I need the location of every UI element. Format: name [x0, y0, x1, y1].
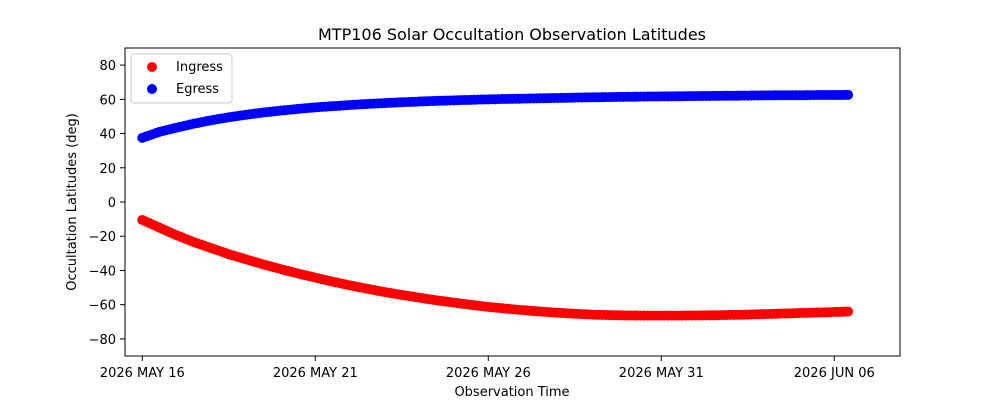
data-point: [843, 89, 854, 100]
x-tick-label: 2026 MAY 16: [100, 366, 185, 381]
data-point: [843, 306, 854, 317]
x-tick-label: 2026 MAY 21: [273, 366, 358, 381]
legend-label-ingress: Ingress: [176, 60, 223, 75]
x-axis-label: Observation Time: [454, 385, 569, 400]
y-tick-label: 20: [99, 162, 116, 177]
legend-label-egress: Egress: [176, 82, 219, 97]
y-tick-label: 80: [99, 59, 116, 74]
x-tick-label: 2026 JUN 06: [794, 366, 875, 381]
y-tick-label: −80: [89, 333, 116, 348]
y-tick-label: −20: [89, 230, 116, 245]
series-egress: [137, 89, 854, 143]
y-tick-label: 40: [99, 128, 116, 143]
y-axis-label: Occultation Latitudes (deg): [65, 113, 80, 291]
points-layer: [137, 89, 854, 321]
legend-marker-ingress: [147, 62, 157, 72]
y-tick-label: 60: [99, 93, 116, 108]
chart-title: MTP106 Solar Occultation Observation Lat…: [318, 25, 706, 44]
x-axis-ticks: 2026 MAY 16 2026 MAY 21 2026 MAY 26 2026 MA…: [100, 356, 875, 381]
y-tick-label: −60: [89, 299, 116, 314]
legend: Ingress Egress: [130, 53, 233, 104]
legend-marker-egress: [147, 84, 157, 94]
y-axis-ticks: −80 −60 −40 −20 0 20 40 60 80: [89, 59, 125, 348]
x-tick-label: 2026 MAY 31: [619, 366, 704, 381]
series-ingress: [137, 214, 854, 321]
y-tick-label: −40: [89, 264, 116, 279]
y-tick-label: 0: [108, 196, 116, 211]
x-tick-label: 2026 MAY 26: [446, 366, 531, 381]
